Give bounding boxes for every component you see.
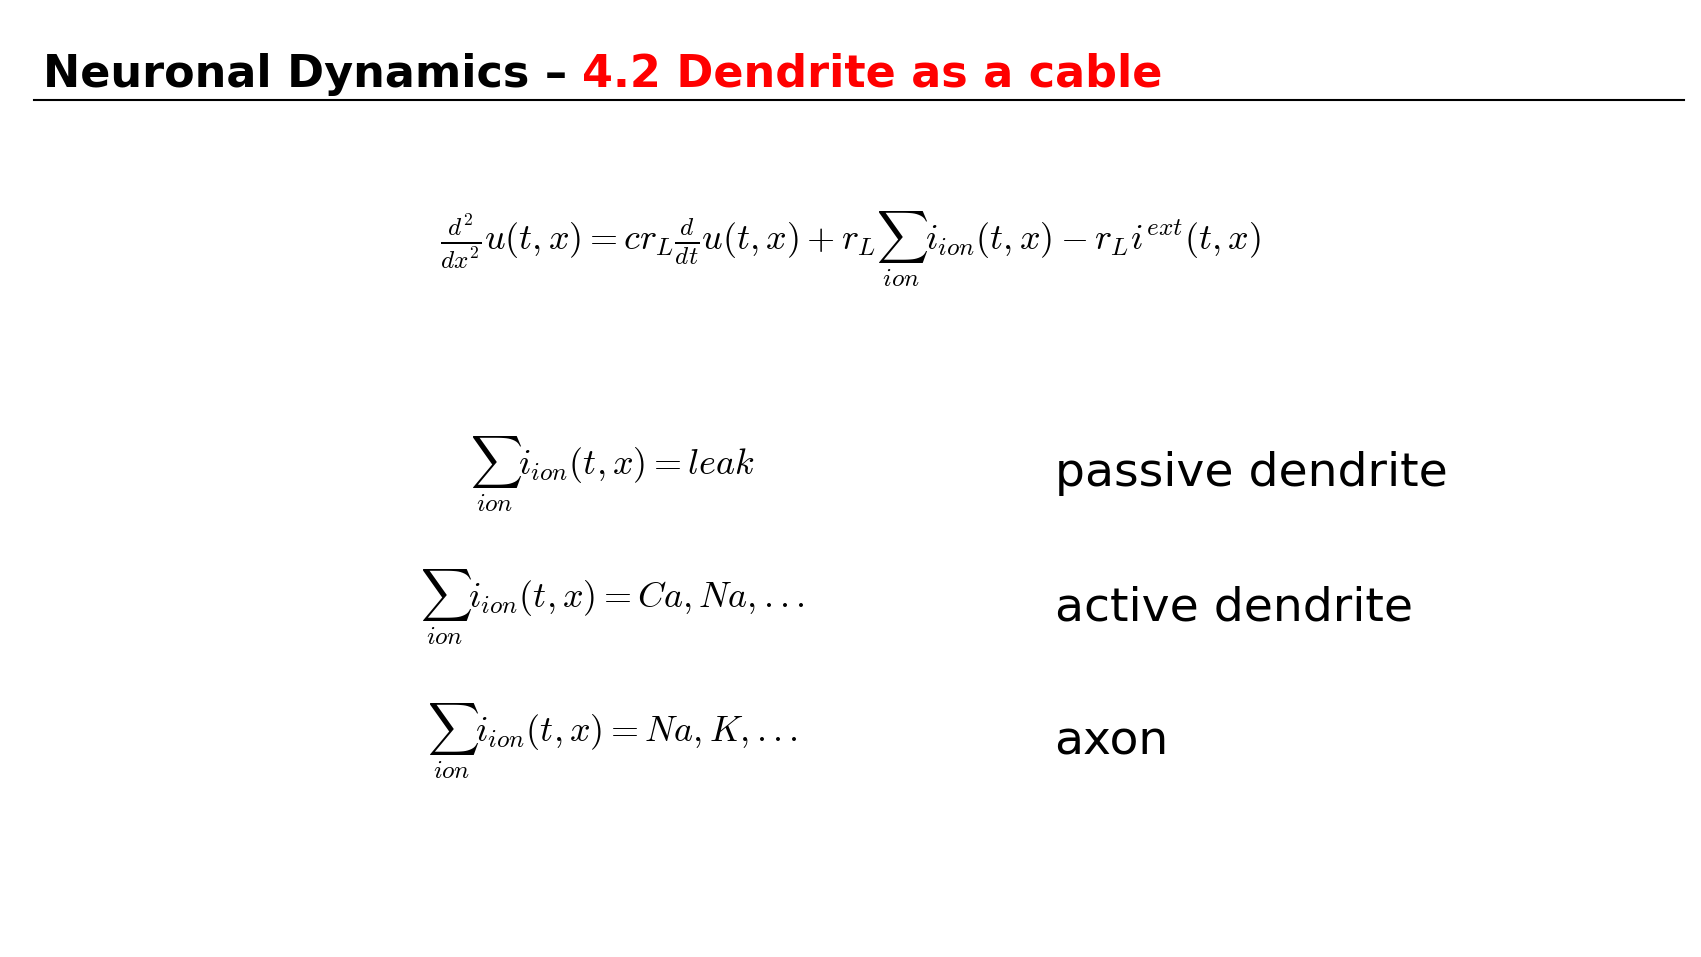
Text: passive dendrite: passive dendrite [1055, 451, 1448, 497]
Text: $\sum_{ion} i_{ion}(t,x) = Ca, Na,...$: $\sum_{ion} i_{ion}(t,x) = Ca, Na,...$ [420, 568, 805, 648]
Text: $\sum_{ion} i_{ion}(t,x) = Na, K,...$: $\sum_{ion} i_{ion}(t,x) = Na, K,...$ [427, 701, 798, 782]
Text: Neuronal Dynamics –: Neuronal Dynamics – [43, 53, 582, 96]
Text: 4.2 Dendrite as a cable: 4.2 Dendrite as a cable [582, 53, 1162, 96]
Text: active dendrite: active dendrite [1055, 585, 1412, 631]
Text: $\frac{d^2}{dx^2}u(t,x) = cr_L \frac{d}{dt}u(t,x) + r_L \sum_{ion} i_{ion}(t,x) : $\frac{d^2}{dx^2}u(t,x) = cr_L \frac{d}{… [441, 209, 1260, 289]
Text: $\sum_{ion} i_{ion}(t,x) = leak$: $\sum_{ion} i_{ion}(t,x) = leak$ [469, 434, 755, 514]
Text: axon: axon [1055, 719, 1169, 765]
